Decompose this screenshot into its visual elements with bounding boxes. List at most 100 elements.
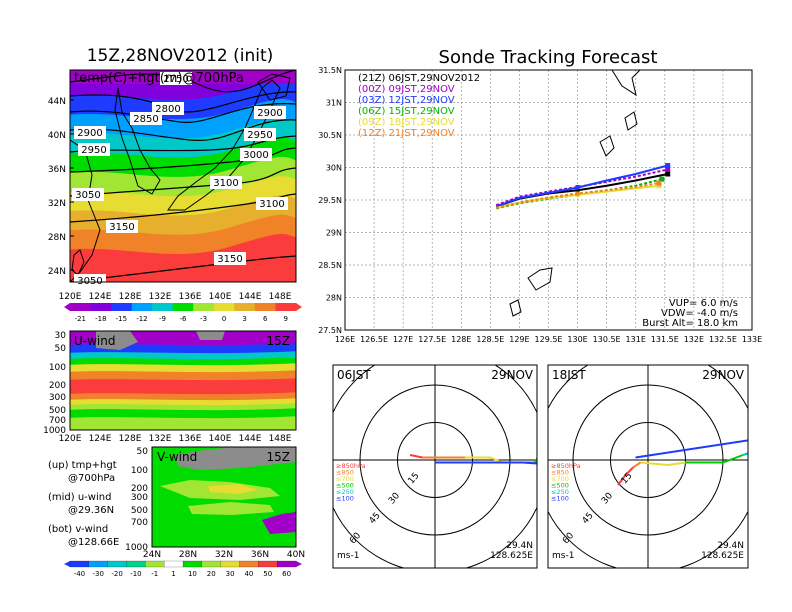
track-param: VDW= -4.0 m/s [661, 308, 738, 319]
colorbar-label: 10 [188, 570, 197, 578]
pressure-level-key: ≤250 [336, 488, 354, 496]
island-yakushima [624, 111, 638, 131]
contour-label: 2950 [81, 145, 106, 156]
track-endpoint [665, 166, 671, 172]
temp-band [70, 233, 296, 282]
uwind-lon-label: 120E [59, 434, 82, 444]
right-title: Sonde Tracking Forecast [439, 47, 658, 68]
map-lat-label: 44N [48, 97, 66, 107]
uwind-lon-label: 148E [269, 434, 292, 444]
contour-label: 2750 [163, 74, 188, 85]
panel-notes: (up) tmp+hgt @700hPa (mid) u-wind @29.36N (b… [48, 460, 119, 548]
track-lon-label: 132E [684, 335, 704, 344]
colorbar-swatch [254, 303, 276, 311]
colorbar-label: -15 [116, 315, 127, 323]
track-lon-label: 129E [509, 335, 529, 344]
colorbar-swatch [70, 303, 92, 311]
uwind-lon-label: 132E [149, 434, 172, 444]
colorbar-label: -21 [75, 315, 86, 323]
note-heading: (bot) v-wind [48, 524, 108, 535]
contour-label: 2950 [247, 130, 272, 141]
map-label: temp(C)+hgt(m)@700hPa [74, 71, 244, 86]
contour-label-bg [244, 128, 276, 141]
track-param: VUP= 6.0 m/s [669, 298, 738, 309]
coastline-taiwan [71, 249, 85, 276]
track-endpoint [659, 176, 665, 182]
hodograph-trace [465, 456, 503, 464]
track-lon-label: 128E [451, 335, 471, 344]
vwind-pressure-label: 100 [131, 466, 148, 476]
ring-label: 60 [561, 531, 576, 546]
uwind-lon-label: 128E [119, 434, 142, 444]
pressure-level-key: ≤100 [551, 495, 569, 503]
pressure-level-key: ≤500 [551, 482, 569, 490]
uwind-pressure-label: 30 [55, 331, 67, 341]
ring-label: 45 [368, 511, 383, 526]
hodograph-unit: ms-1 [552, 551, 574, 561]
vwind-time: 15Z [267, 450, 291, 464]
hodograph-trace [685, 454, 744, 464]
colorbar-swatch [220, 560, 241, 568]
contour-label-bg [160, 72, 192, 85]
vwind-lat-label: 40N [287, 550, 305, 560]
hodograph-lon: 128.625E [490, 551, 533, 561]
colorbar-swatch [164, 560, 184, 568]
track-lon-label: 129.5E [535, 335, 563, 344]
colorbar-label: 50 [263, 570, 272, 578]
map-lat-label: 36N [48, 165, 66, 175]
hodograph-lat: 29.4N [717, 541, 744, 551]
pressure-level-key: ≤850 [336, 469, 354, 477]
uwind-lon-label: 124E [89, 434, 112, 444]
colorbar-label: -18 [95, 315, 106, 323]
contour-label: 2900 [257, 108, 282, 119]
pressure-level-key: ≥850hPa [336, 462, 366, 470]
hodograph-trace [409, 454, 423, 459]
colorbar-label: -9 [159, 315, 166, 323]
colorbar-label: 60 [282, 570, 291, 578]
vwind-pressure-label: 50 [137, 447, 149, 457]
hodograph-trace [632, 461, 642, 469]
island-amami [527, 267, 553, 291]
colorbar-label: -3 [200, 315, 207, 323]
map-lon-label: 144E [239, 292, 262, 302]
track-lat-label: 29.5N [318, 196, 342, 205]
colorbar-swatch [131, 303, 153, 311]
contour-label: 3150 [109, 222, 134, 233]
track-lon-label: 128.5E [476, 335, 504, 344]
uwind-pressure-label: 100 [49, 363, 66, 373]
colorbar-label: 30 [226, 570, 235, 578]
hodograph-time: 18JST [552, 368, 586, 382]
contour-label: 3150 [217, 254, 242, 265]
colorbar-swatch [258, 560, 278, 568]
contour-label: 3100 [213, 178, 238, 189]
track-marker [575, 188, 580, 193]
hodograph-lat: 29.4N [506, 541, 533, 551]
track-marker [575, 185, 580, 190]
contour-label-bg [74, 274, 106, 287]
contour-label-bg [214, 252, 246, 265]
track-lat-label: 31N [326, 99, 342, 108]
colorbar-label: -40 [74, 570, 85, 578]
uwind-band [70, 408, 296, 420]
vwind-pressure-label: 1000 [125, 543, 148, 553]
hodograph-time: 06JST [337, 368, 371, 382]
island-kyushu [611, 70, 641, 97]
vwind-pressure-label: 700 [131, 518, 148, 528]
vwind-band [262, 512, 296, 534]
contour-label: 2800 [155, 104, 180, 115]
colorbar-swatch [277, 560, 297, 568]
coastline-hokkaido [257, 73, 291, 101]
island-tanegashima [599, 135, 615, 157]
hodograph-date: 29NOV [702, 368, 744, 382]
track-endpoint [665, 171, 671, 177]
ring-label: 15 [407, 471, 422, 486]
track-marker [575, 191, 580, 196]
pressure-level-key: ≤700 [336, 475, 354, 483]
vwind-label: V-wind [157, 450, 197, 464]
coastline-korea [114, 87, 161, 195]
left-title: 15Z,28NOV2012 (init) [87, 46, 274, 66]
hodograph-unit: ms-1 [337, 551, 359, 561]
hodograph-trace [640, 461, 686, 467]
